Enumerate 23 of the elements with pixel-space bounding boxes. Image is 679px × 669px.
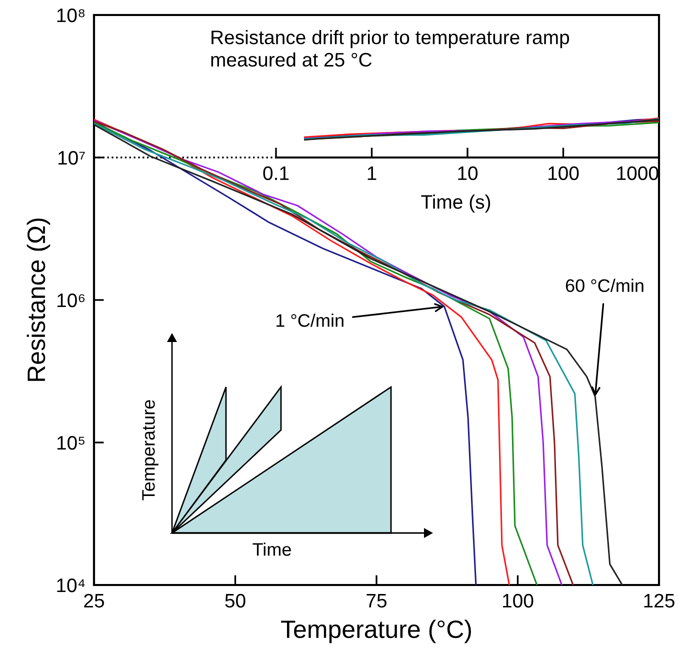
- x-axis-title: Time (s): [421, 194, 490, 213]
- y-tick-label: 10⁵: [57, 436, 84, 450]
- y-tick-label: 10⁷: [58, 150, 85, 165]
- y-tick-label: 10⁸: [57, 8, 85, 22]
- x-tick-label: 100: [548, 166, 579, 180]
- annotation: Temperature: [142, 400, 158, 500]
- annotation: Time: [252, 542, 291, 556]
- x-tick-label: 10: [458, 166, 478, 180]
- y-tick-label: 10⁴: [57, 578, 85, 592]
- annotation: Resistance drift prior to temperature ramp measured at 25 °C: [211, 30, 570, 67]
- x-tick-label: 125: [644, 594, 674, 608]
- x-tick-label: 1: [368, 166, 376, 180]
- x-axis-title: Temperature (°C): [281, 620, 471, 644]
- y-axis-title: Resistance (Ω): [26, 218, 50, 381]
- y-tick-label: 10⁶: [58, 293, 85, 308]
- x-tick-label: 50: [225, 594, 246, 608]
- x-tick-label: 0.1: [263, 166, 289, 180]
- x-tick-label: 75: [366, 594, 386, 608]
- x-tick-label: 1000: [617, 166, 658, 180]
- x-tick-label: 25: [84, 594, 104, 608]
- x-tick-label: 100: [503, 594, 534, 608]
- annotation: 60 °C/min: [566, 278, 644, 292]
- annotation: 1 °C/min: [276, 314, 344, 327]
